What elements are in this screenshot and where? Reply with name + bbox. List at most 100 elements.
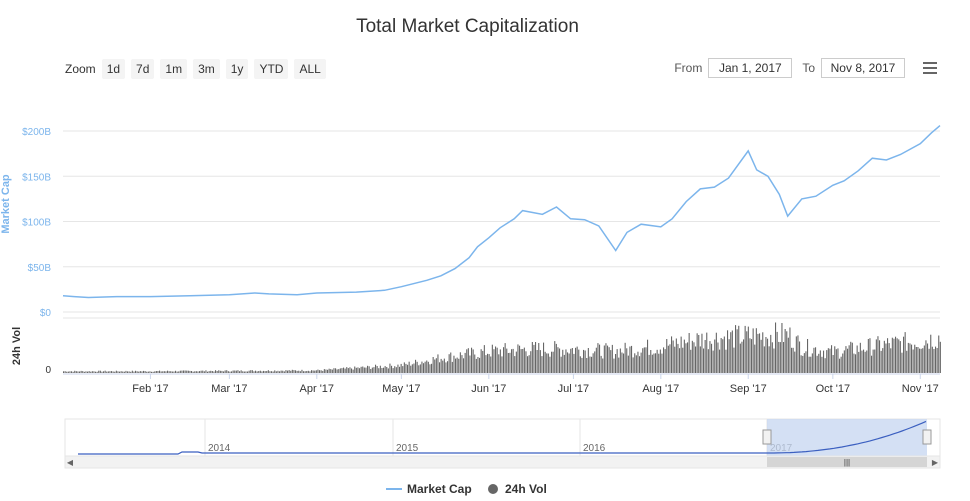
volume-bar xyxy=(827,348,829,373)
volume-bar xyxy=(247,371,249,373)
volume-bar xyxy=(376,366,378,373)
volume-bar xyxy=(779,342,781,373)
navigator-handle-left[interactable] xyxy=(762,429,772,445)
volume-bar xyxy=(887,338,889,373)
volume-bar xyxy=(594,351,596,373)
zoom-button-7d[interactable]: 7d xyxy=(131,59,155,79)
volume-bar xyxy=(421,361,423,373)
volume-bar xyxy=(309,371,311,373)
volume-bar xyxy=(512,348,514,373)
zoom-button-1y[interactable]: 1y xyxy=(225,59,249,79)
from-date-input[interactable] xyxy=(708,58,793,78)
volume-bar xyxy=(723,336,725,373)
volume-bar xyxy=(642,348,644,373)
volume-bar xyxy=(447,361,449,373)
volume-bar xyxy=(770,334,772,373)
volume-bar xyxy=(146,371,148,373)
volume-bar xyxy=(442,360,444,373)
volume-bar xyxy=(347,368,349,373)
legend-volume-label[interactable]: 24h Vol xyxy=(505,482,547,496)
volume-bar xyxy=(871,355,873,373)
volume-bar xyxy=(861,350,863,373)
volume-bar xyxy=(632,357,634,373)
volume-bar xyxy=(485,355,487,373)
volume-bar xyxy=(928,348,930,373)
volume-bar xyxy=(933,349,935,373)
volume-bar xyxy=(735,325,737,373)
volume-bar xyxy=(703,348,705,373)
volume-bar xyxy=(304,371,306,373)
volume-bar xyxy=(323,369,325,373)
volume-bar xyxy=(634,353,636,373)
zoom-button-1d[interactable]: 1d xyxy=(101,59,126,79)
zoom-button-all[interactable]: ALL xyxy=(294,59,326,79)
volume-bar xyxy=(282,370,284,373)
volume-bar xyxy=(843,350,845,373)
volume-bar xyxy=(680,336,682,373)
volume-bar xyxy=(720,338,722,373)
volume-bar xyxy=(623,353,625,373)
volume-bar xyxy=(405,363,407,373)
navigator-selected-range[interactable] xyxy=(767,419,927,456)
volume-bar xyxy=(519,345,521,373)
volume-bar xyxy=(187,370,189,373)
volume-bar xyxy=(551,351,553,373)
to-date-input[interactable] xyxy=(821,58,905,78)
volume-bar xyxy=(927,343,929,373)
volume-bar xyxy=(555,343,557,373)
volume-bar xyxy=(664,349,666,373)
volume-bar xyxy=(535,342,537,373)
volume-bar xyxy=(917,347,919,373)
volume-bar xyxy=(592,353,594,373)
volume-bar xyxy=(655,353,657,373)
scroll-right-arrow-icon[interactable]: ▶ xyxy=(932,458,939,467)
zoom-button-3m[interactable]: 3m xyxy=(193,59,220,79)
volume-bar xyxy=(786,331,788,373)
hamburger-menu-icon[interactable] xyxy=(923,62,937,76)
volume-bar xyxy=(197,371,199,373)
volume-bar xyxy=(527,356,529,373)
volume-bar xyxy=(103,371,105,373)
volume-bar xyxy=(184,370,186,373)
navigator-handle-right[interactable] xyxy=(922,429,932,445)
volume-bar xyxy=(130,371,132,373)
volume-bar xyxy=(755,328,757,373)
x-tick-label: Apr '17 xyxy=(300,383,335,395)
volume-bar xyxy=(162,371,164,373)
volume-bar xyxy=(659,349,661,373)
scroll-left-arrow-icon[interactable]: ◀ xyxy=(67,458,74,467)
zoom-button-ytd[interactable]: YTD xyxy=(254,59,289,79)
volume-bar xyxy=(725,349,727,373)
volume-bar xyxy=(173,371,175,373)
volume-bar xyxy=(640,352,642,373)
volume-bar xyxy=(795,336,797,373)
navigator-scrollbar-track[interactable] xyxy=(64,455,941,469)
volume-bar xyxy=(80,370,82,373)
volume-bar xyxy=(789,327,791,373)
volume-bar xyxy=(898,339,900,373)
volume-bar xyxy=(605,343,607,373)
volume-bar xyxy=(517,344,519,373)
volume-bar xyxy=(397,364,399,373)
volume-bar xyxy=(75,371,77,373)
volume-bar xyxy=(765,337,767,373)
volume-bar xyxy=(525,351,527,373)
zoom-button-1m[interactable]: 1m xyxy=(160,59,188,79)
volume-bar xyxy=(851,342,853,373)
volume-bar xyxy=(523,347,525,373)
volume-bar xyxy=(424,361,426,373)
legend-market-cap-label[interactable]: Market Cap xyxy=(407,482,472,496)
volume-bar xyxy=(331,369,333,373)
volume-bar xyxy=(771,342,773,373)
volume-bar xyxy=(888,343,890,373)
volume-bar xyxy=(167,370,169,373)
volume-bar xyxy=(471,347,473,373)
navigator-scrollbar-thumb[interactable] xyxy=(767,457,927,467)
volume-bar xyxy=(775,322,777,373)
volume-bar xyxy=(224,370,226,373)
volume-bar xyxy=(922,348,924,373)
volume-bar xyxy=(408,361,410,373)
volume-bar xyxy=(328,368,330,373)
volume-bar xyxy=(837,348,839,373)
volume-bar xyxy=(653,353,655,373)
